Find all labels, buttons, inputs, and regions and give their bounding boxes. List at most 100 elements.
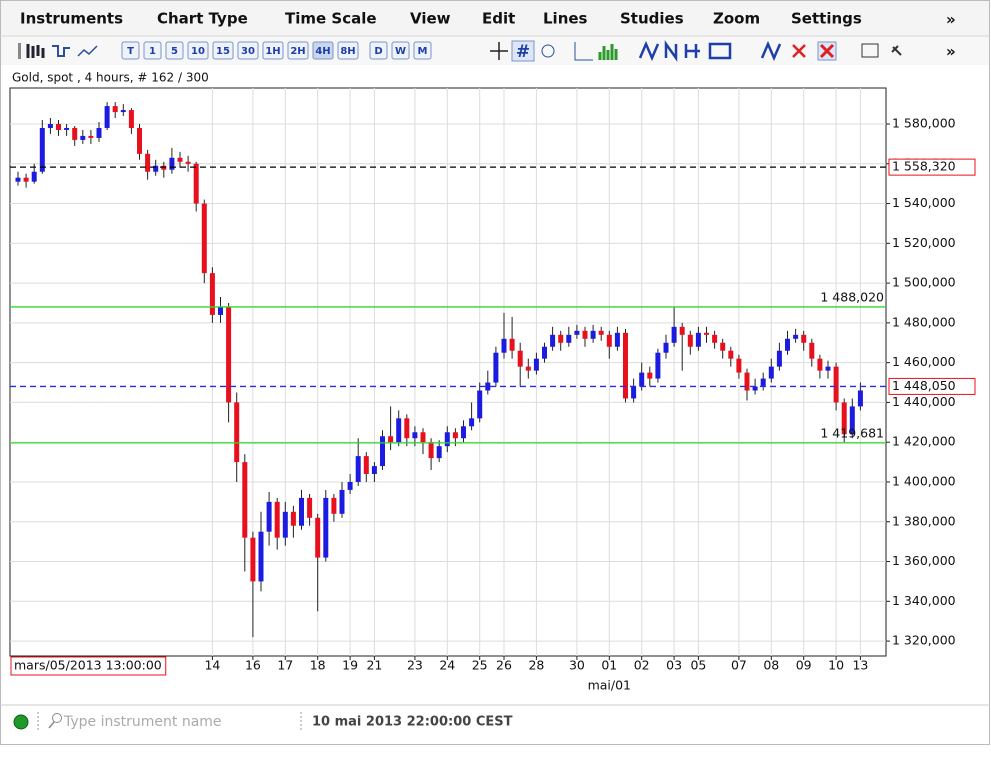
candle-body <box>614 332 620 347</box>
x-sublabel: mai/01 <box>588 678 631 693</box>
grid-toggle[interactable] <box>511 40 535 62</box>
period-button[interactable] <box>187 41 209 60</box>
volume-icon[interactable] <box>598 44 618 60</box>
candle-body <box>582 330 588 339</box>
period-button[interactable] <box>212 41 234 60</box>
x-tick-label: 28 <box>528 658 544 673</box>
candle-body <box>566 334 572 343</box>
period-button[interactable] <box>391 41 410 60</box>
period-label: 1 <box>149 46 156 57</box>
x-tick-label: 16 <box>245 658 261 673</box>
candle-body <box>801 334 807 343</box>
candle-body <box>274 501 280 538</box>
candle-body <box>655 352 661 379</box>
print-icon[interactable] <box>861 43 879 58</box>
pin-icon[interactable] <box>891 45 902 56</box>
candle-body <box>250 537 256 582</box>
menu-item[interactable]: Edit <box>482 10 515 28</box>
candle-body <box>72 127 78 140</box>
period-button[interactable] <box>262 41 284 60</box>
candle-body <box>39 127 45 172</box>
period-label: T <box>127 46 134 57</box>
candle-body <box>380 436 385 467</box>
candle-body <box>185 161 191 164</box>
menu-item[interactable]: Time Scale <box>285 10 377 28</box>
candle-body <box>64 127 70 130</box>
y-tick-label: 1 540,000 <box>892 195 956 210</box>
candle-body <box>266 501 272 532</box>
candle-body <box>56 123 61 130</box>
line-icon[interactable] <box>77 45 98 57</box>
candle-body <box>47 123 53 128</box>
candle-body <box>339 489 345 514</box>
crosshair-icon[interactable] <box>490 42 508 60</box>
period-button[interactable] <box>369 41 388 60</box>
menu-item[interactable]: Studies <box>620 10 684 28</box>
candle-body <box>857 390 863 407</box>
menu-item[interactable]: View <box>410 10 451 28</box>
candle-body <box>128 110 134 128</box>
period-label: 5 <box>171 46 178 57</box>
menu-item[interactable]: Settings <box>791 10 862 28</box>
x-tick-label: 23 <box>407 658 423 673</box>
menu-item[interactable]: Chart Type <box>157 10 248 28</box>
candle-body <box>315 517 321 558</box>
period-button[interactable] <box>287 41 309 60</box>
search-icon[interactable] <box>52 713 62 723</box>
toolbar-overflow[interactable]: » <box>946 43 956 61</box>
axis-icon[interactable] <box>574 42 593 61</box>
period-button[interactable] <box>143 41 162 60</box>
candle-body <box>776 350 782 367</box>
candle-body <box>218 306 223 315</box>
x-tick-label: 03 <box>666 658 682 673</box>
grip <box>18 43 21 59</box>
candle-body <box>444 432 450 447</box>
menu-item[interactable]: Lines <box>543 10 588 28</box>
candle-body <box>695 332 701 347</box>
candle-body <box>509 338 515 351</box>
trend-icon[interactable] <box>760 40 782 62</box>
x-tick-label: 30 <box>569 658 585 673</box>
candle-body <box>671 326 677 343</box>
candle-body <box>825 366 831 371</box>
x-tick-label: 08 <box>763 658 779 673</box>
instrument-search[interactable]: Type instrument name <box>63 714 222 730</box>
delete-icon[interactable] <box>792 44 806 58</box>
candle-body <box>793 334 799 339</box>
candle-body <box>452 432 458 439</box>
candle-body <box>485 382 491 391</box>
bar-icon[interactable] <box>26 44 45 58</box>
candle-icon[interactable] <box>52 45 70 57</box>
menu-overflow[interactable]: » <box>946 11 956 29</box>
period-button[interactable] <box>337 41 359 60</box>
candle-body <box>299 497 304 526</box>
y-tick-label: 1 440,000 <box>892 394 956 409</box>
y-tick-label: 1 580,000 <box>892 115 956 130</box>
candle-body <box>355 456 361 482</box>
candle-body <box>282 511 288 538</box>
period-label: D <box>374 46 382 57</box>
candle-body <box>574 330 580 335</box>
x-tick-label: 24 <box>439 658 455 673</box>
period-button[interactable] <box>165 41 184 60</box>
menu-item[interactable]: Zoom <box>713 10 760 28</box>
period-button[interactable] <box>312 41 334 60</box>
x-tick-label: 25 <box>472 658 488 673</box>
period-button[interactable] <box>121 41 140 60</box>
period-button[interactable] <box>237 41 259 60</box>
candle-body <box>404 418 410 439</box>
x-tick-label: 21 <box>366 658 382 673</box>
candle-body <box>501 338 507 353</box>
candle-body <box>809 342 815 359</box>
candle-body <box>679 326 685 335</box>
candle-body <box>388 436 394 443</box>
candle-body <box>371 466 377 475</box>
drawing-icons[interactable] <box>638 40 732 62</box>
candle-body <box>841 402 847 435</box>
candle-body <box>436 446 442 459</box>
menu-item[interactable]: Instruments <box>20 10 123 28</box>
period-button[interactable] <box>413 41 432 60</box>
candle-body <box>533 358 539 371</box>
info-icon[interactable] <box>541 44 555 58</box>
